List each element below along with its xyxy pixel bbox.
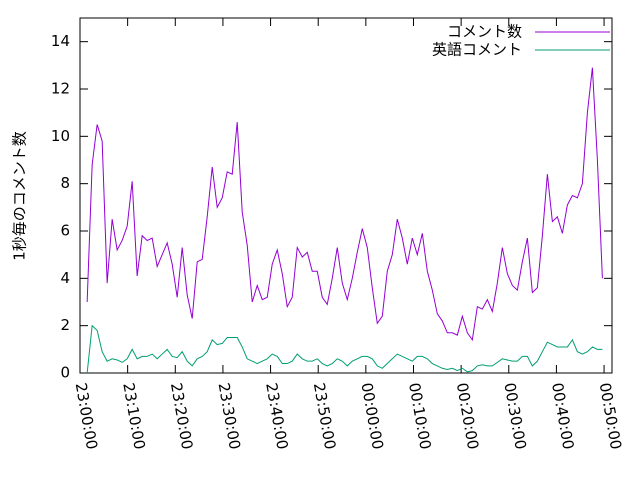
x-tick-label: 23:20:00 — [167, 381, 196, 450]
x-tick-label: 23:10:00 — [119, 381, 148, 450]
x-tick-label: 00:20:00 — [453, 381, 482, 450]
x-tick-label: 00:00:00 — [357, 381, 386, 450]
y-tick-label: 4 — [60, 269, 70, 287]
y-tick-label: 12 — [51, 80, 70, 98]
data-line — [86, 67, 603, 342]
y-tick-label: 2 — [60, 316, 70, 334]
x-tick-label: 23:30:00 — [215, 381, 244, 450]
legend-label: 英語コメント — [432, 41, 522, 59]
data-line — [86, 324, 603, 374]
x-tick-label: 23:00:00 — [72, 381, 101, 450]
y-tick-label: 6 — [60, 222, 70, 240]
y-tick-label: 14 — [51, 32, 70, 50]
legend-label: コメント数 — [447, 23, 522, 41]
y-tick-label: 0 — [60, 364, 70, 382]
y-axis-label: 1秒毎のコメント数 — [11, 131, 29, 261]
plot-frame — [79, 17, 613, 374]
x-tick-label: 00:40:00 — [548, 381, 577, 450]
x-tick-label: 23:40:00 — [262, 381, 291, 450]
x-tick-label: 23:50:00 — [310, 381, 339, 450]
x-tick-label: 00:30:00 — [500, 381, 529, 450]
y-tick-label: 8 — [60, 174, 70, 192]
x-tick-label: 00:50:00 — [596, 381, 625, 450]
x-tick-label: 00:10:00 — [405, 381, 434, 450]
y-tick-label: 10 — [51, 127, 70, 145]
